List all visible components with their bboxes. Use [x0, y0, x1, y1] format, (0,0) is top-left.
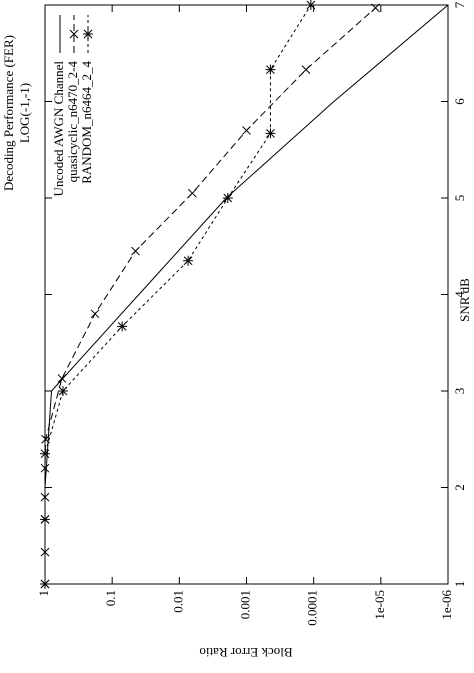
y-tick-label: 0.0001	[305, 590, 320, 626]
point-marker	[242, 126, 251, 135]
x-tick-label: 7	[452, 1, 467, 8]
point-marker	[305, 0, 316, 10]
x-tick-label: 6	[452, 98, 467, 105]
point-marker	[371, 3, 380, 13]
point-marker	[57, 374, 67, 383]
point-marker	[183, 255, 194, 266]
y-tick-label: 1e-06	[439, 590, 454, 620]
y-tick-label: 0.1	[103, 590, 118, 606]
legend-marker	[83, 29, 93, 39]
y-tick-label: 1	[36, 590, 51, 597]
legend-marker	[69, 29, 79, 39]
point-marker	[187, 188, 197, 198]
y-tick-label: 0.01	[170, 590, 185, 613]
point-marker	[117, 321, 128, 332]
series-line	[44, 7, 376, 584]
legend-label: Uncoded AWGN Channel	[51, 61, 66, 197]
legend-label: RANDOM_n6464_2_4	[79, 61, 94, 184]
plot-frame	[44, 4, 449, 585]
series-line	[44, 4, 449, 584]
point-marker	[222, 193, 233, 203]
x-tick-label: 3	[452, 388, 467, 395]
point-marker	[40, 579, 50, 589]
point-marker	[265, 64, 276, 75]
x-tick-label: 1	[452, 581, 467, 588]
point-marker	[40, 448, 50, 459]
y-tick-label: 1e-05	[372, 590, 387, 620]
x-tick-label: 4	[452, 291, 467, 298]
x-axis-label: SNR dB	[457, 278, 472, 322]
point-marker	[90, 309, 100, 319]
chart-title: Decoding Performance (FER)	[1, 35, 16, 191]
point-marker	[301, 65, 311, 75]
point-marker	[131, 246, 140, 256]
x-tick-label: 2	[452, 484, 467, 491]
x-tick-label: 5	[452, 195, 467, 202]
y-axis-label: Block Error Ratio	[199, 645, 292, 660]
point-marker	[57, 386, 68, 396]
point-marker	[41, 434, 50, 444]
legend-label: quasicyclic_n6470_2-4	[65, 61, 80, 183]
y-tick-label: 0.001	[237, 590, 252, 619]
chart-body: Decoding Performance (FER) LOG(-1,-1) SN…	[1, 0, 472, 660]
point-marker	[265, 128, 276, 139]
point-marker	[40, 514, 50, 525]
series-line	[44, 4, 312, 584]
chart-subtitle: LOG(-1,-1)	[17, 83, 32, 143]
